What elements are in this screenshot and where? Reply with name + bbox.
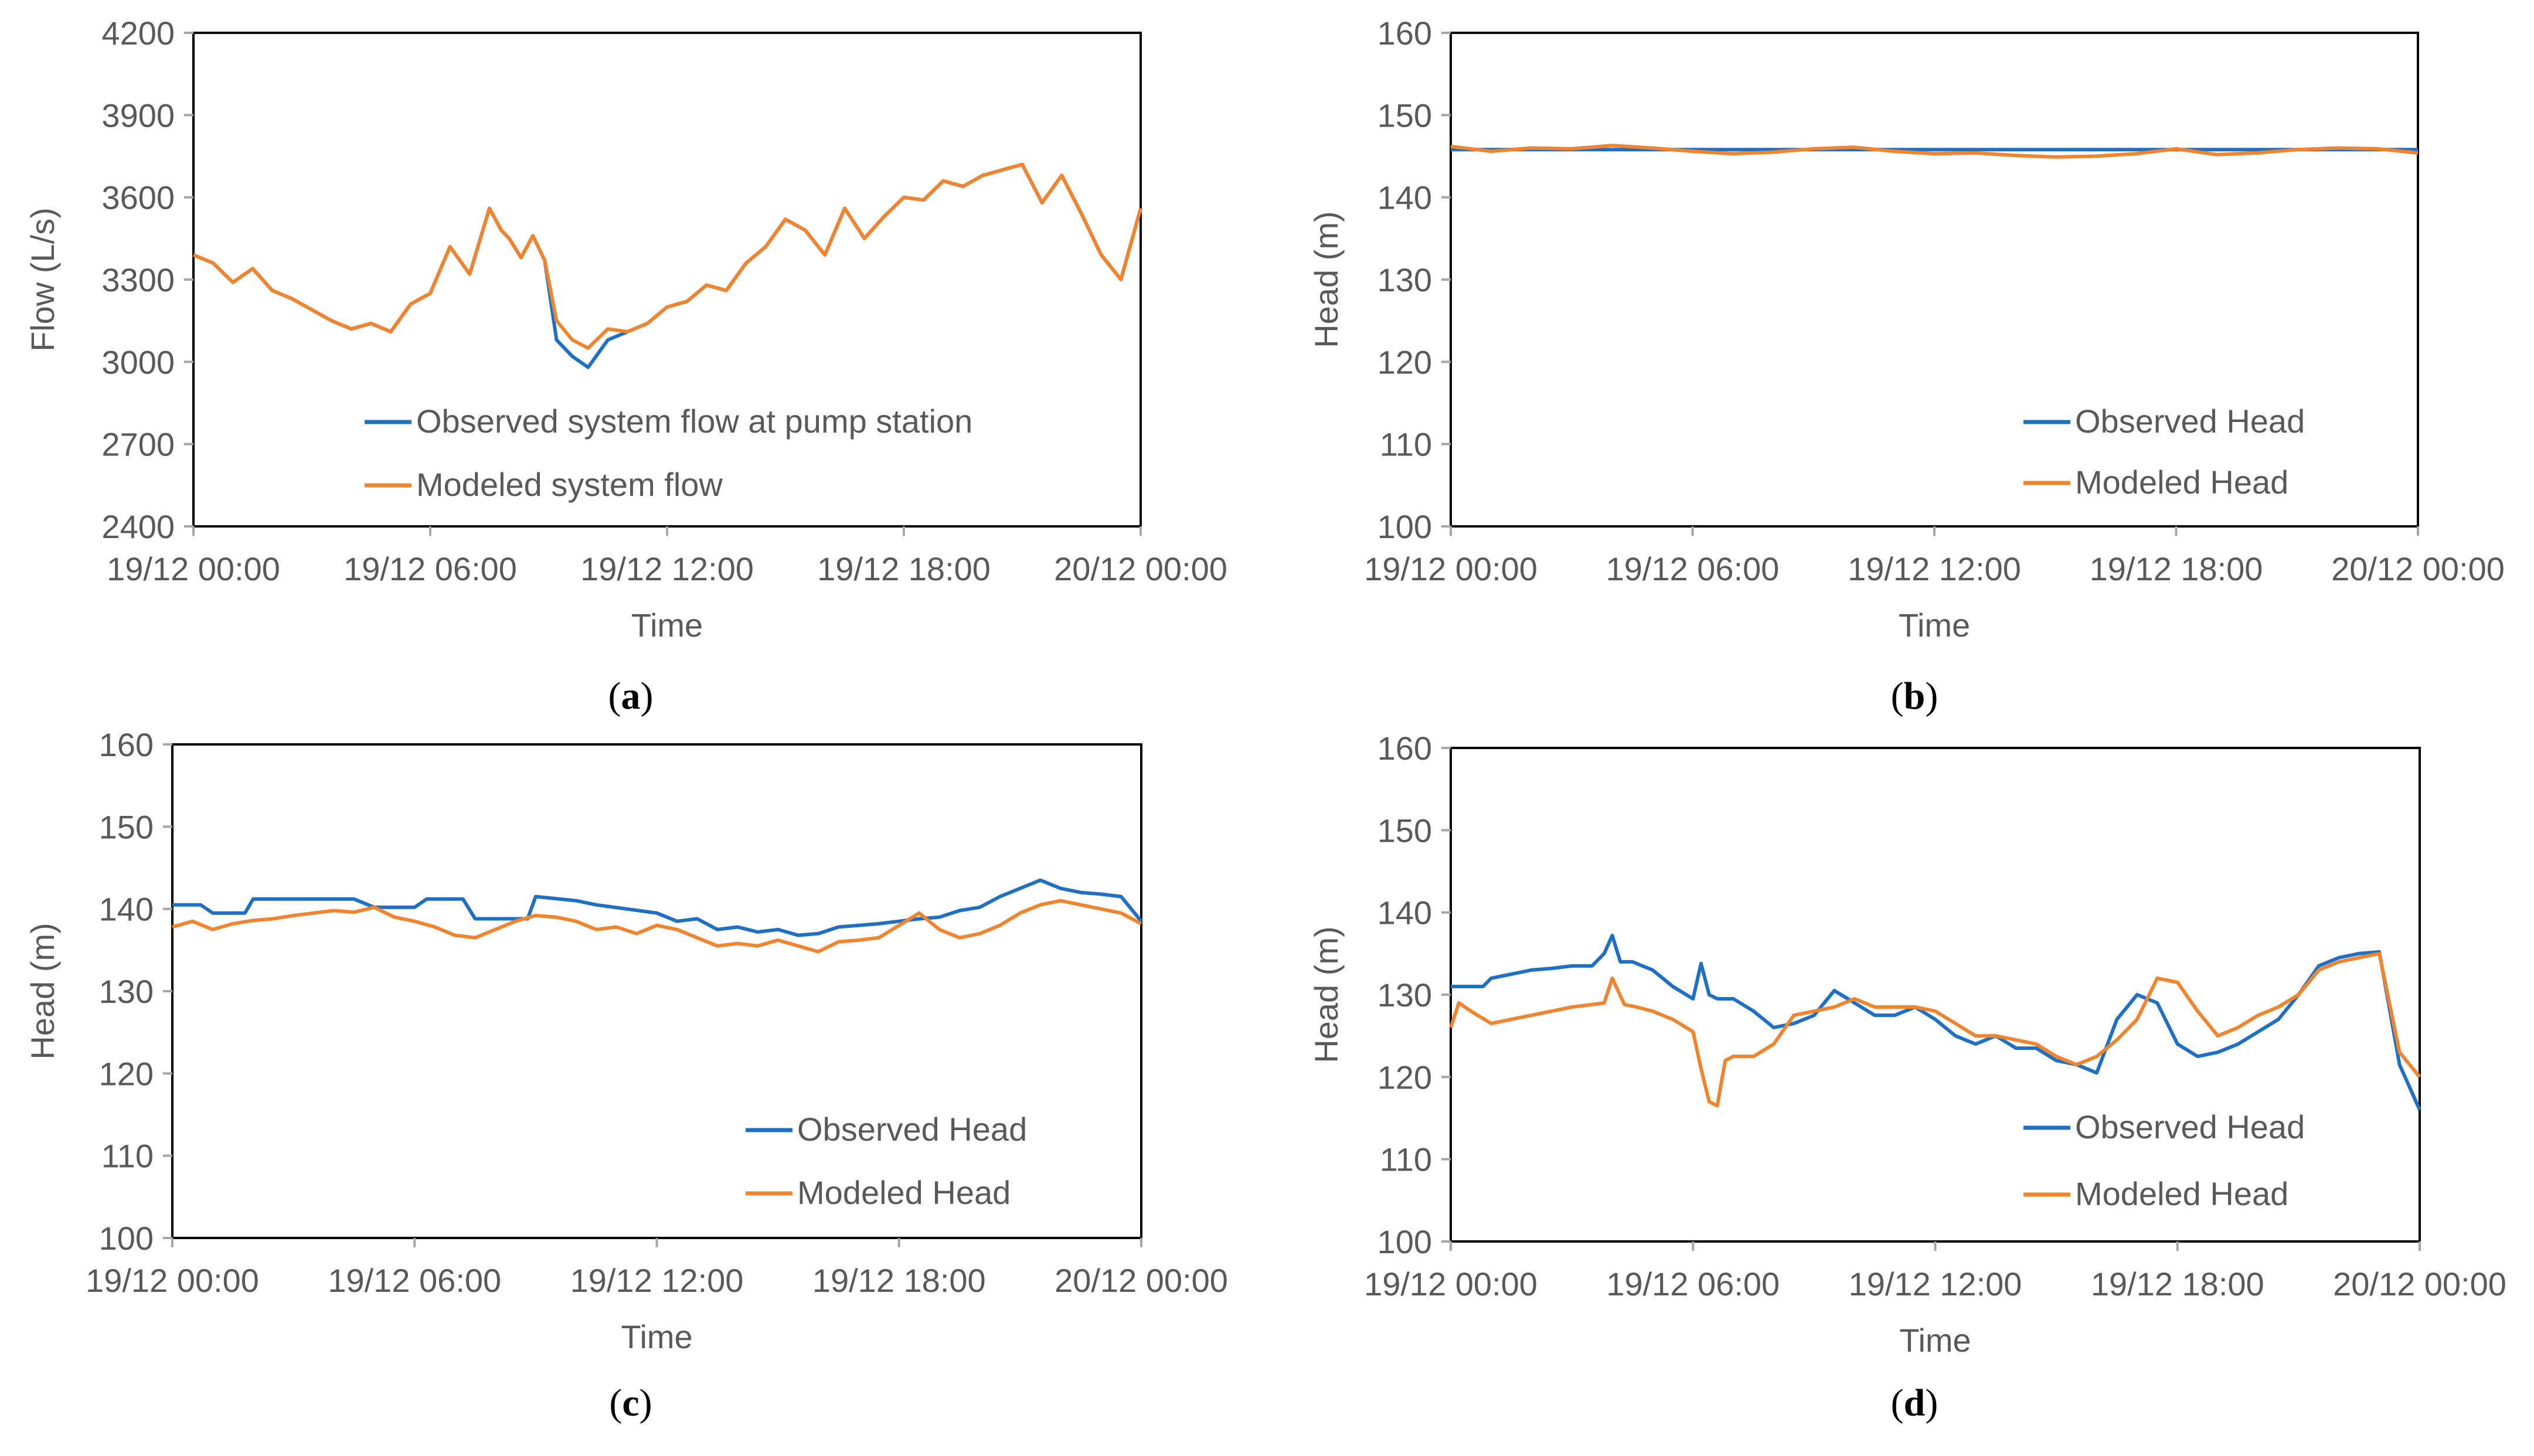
x-tick-label: 19/12 06:00 xyxy=(1606,1266,1780,1302)
x-tick-label: 19/12 06:00 xyxy=(343,550,517,587)
y-axis-title: Flow (L/s) xyxy=(24,207,61,352)
x-tick-label: 19/12 00:00 xyxy=(1364,1266,1538,1302)
x-axis-title: Time xyxy=(1899,1322,1971,1359)
y-tick-label: 100 xyxy=(1377,508,1432,545)
y-tick-label: 120 xyxy=(1377,1059,1432,1096)
series-line-observed xyxy=(1451,934,2421,1111)
x-tick-label: 19/12 18:00 xyxy=(817,550,991,587)
plot-frame xyxy=(171,743,1142,1239)
legend-label: Modeled Head xyxy=(797,1174,1011,1211)
y-tick-label: 110 xyxy=(101,1138,154,1175)
legend-label: Observed Head xyxy=(2075,403,2305,440)
legend-label: Observed Head xyxy=(797,1111,1027,1148)
y-tick-label: 4200 xyxy=(101,15,175,52)
plot-frame xyxy=(1450,32,2419,528)
y-tick-label: 100 xyxy=(99,1220,154,1257)
x-tick-label: 19/12 06:00 xyxy=(1606,550,1780,587)
x-tick-label: 19/12 00:00 xyxy=(86,1262,259,1299)
y-tick-label: 120 xyxy=(1377,343,1432,380)
panel-label-d: (d) xyxy=(1890,1382,1938,1424)
series-line-observed xyxy=(192,162,1142,369)
x-axis-title: Time xyxy=(621,1318,692,1355)
x-tick-label: 19/12 12:00 xyxy=(580,550,754,587)
x-axis-title: Time xyxy=(1899,607,1970,644)
x-tick-label: 19/12 18:00 xyxy=(2091,1266,2264,1302)
legend-label: Modeled system flow xyxy=(416,466,723,503)
x-tick-label: 19/12 00:00 xyxy=(1364,550,1538,587)
y-tick-label: 140 xyxy=(99,891,154,928)
x-tick-label: 19/12 18:00 xyxy=(2090,550,2263,587)
y-tick-label: 160 xyxy=(99,726,154,763)
panel-label-b: (b) xyxy=(1890,675,1938,717)
y-axis-title: Head (m) xyxy=(24,923,61,1059)
x-tick-label: 20/12 00:00 xyxy=(2331,550,2505,587)
plot-frame xyxy=(192,32,1142,528)
y-tick-label: 3900 xyxy=(101,97,175,134)
x-tick-label: 20/12 00:00 xyxy=(2333,1266,2506,1302)
y-tick-label: 130 xyxy=(1377,261,1432,298)
x-tick-label: 19/12 12:00 xyxy=(570,1262,744,1299)
x-tick-label: 20/12 00:00 xyxy=(1055,1262,1228,1299)
y-tick-label: 3000 xyxy=(101,343,175,380)
y-tick-label: 2700 xyxy=(101,426,175,463)
y-tick-label: 3600 xyxy=(101,179,175,216)
series-line-modeled xyxy=(1449,951,2421,1108)
chart-panel-a: 2400 2700 3000 3300 3600 3900 4200 19/12 00:00 1… xyxy=(24,15,1227,644)
y-axis-title: Head (m) xyxy=(1308,211,1345,348)
x-tick-label: 19/12 12:00 xyxy=(1848,550,2021,587)
series-line-modeled xyxy=(192,162,1142,350)
y-tick-label: 3300 xyxy=(101,261,175,298)
x-tick-label: 19/12 12:00 xyxy=(1849,1266,2022,1302)
y-tick-label: 120 xyxy=(99,1055,154,1092)
x-tick-label: 19/12 18:00 xyxy=(812,1262,986,1299)
x-tick-label: 19/12 06:00 xyxy=(328,1262,501,1299)
y-tick-label: 140 xyxy=(1377,179,1432,216)
y-tick-label: 150 xyxy=(1377,812,1432,849)
y-tick-label: 160 xyxy=(1377,730,1432,767)
legend-label: Observed Head xyxy=(2075,1108,2305,1145)
panel-label-c: (c) xyxy=(609,1382,652,1424)
y-tick-label: 150 xyxy=(1377,97,1432,134)
series-line-modeled xyxy=(172,899,1142,954)
y-axis-title: Head (m) xyxy=(1308,926,1345,1063)
plot-frame xyxy=(1450,747,2421,1243)
y-tick-label: 110 xyxy=(1380,426,1432,463)
y-tick-label: 150 xyxy=(99,808,154,845)
series-line-observed xyxy=(172,878,1143,937)
y-tick-label: 110 xyxy=(1380,1141,1432,1178)
legend-label: Modeled Head xyxy=(2075,1175,2288,1212)
x-axis-title: Time xyxy=(631,607,703,644)
chart-panel-d: 100 110 120 130 140 150 160 19/12 00:00 19/12 06… xyxy=(1308,730,2506,1359)
series-line-modeled xyxy=(1450,144,2419,159)
y-tick-label: 160 xyxy=(1377,15,1432,52)
chart-panel-b: 100 110 120 130 140 150 160 19/12 00:00 19/12 06… xyxy=(1308,15,2505,644)
y-tick-label: 130 xyxy=(99,973,154,1010)
legend-label: Modeled Head xyxy=(2075,464,2288,501)
panel-label-a: (a) xyxy=(608,675,654,717)
chart-panel-c: 100 110 120 130 140 150 160 19/12 00:00 19/12 06… xyxy=(24,726,1228,1355)
y-tick-label: 100 xyxy=(1377,1223,1432,1260)
y-tick-label: 2400 xyxy=(101,508,175,545)
x-tick-label: 19/12 00:00 xyxy=(107,550,280,587)
y-tick-label: 140 xyxy=(1377,894,1432,931)
y-tick-label: 130 xyxy=(1377,977,1432,1013)
x-tick-label: 20/12 00:00 xyxy=(1054,550,1227,587)
legend-label: Observed system flow at pump station xyxy=(416,403,972,440)
